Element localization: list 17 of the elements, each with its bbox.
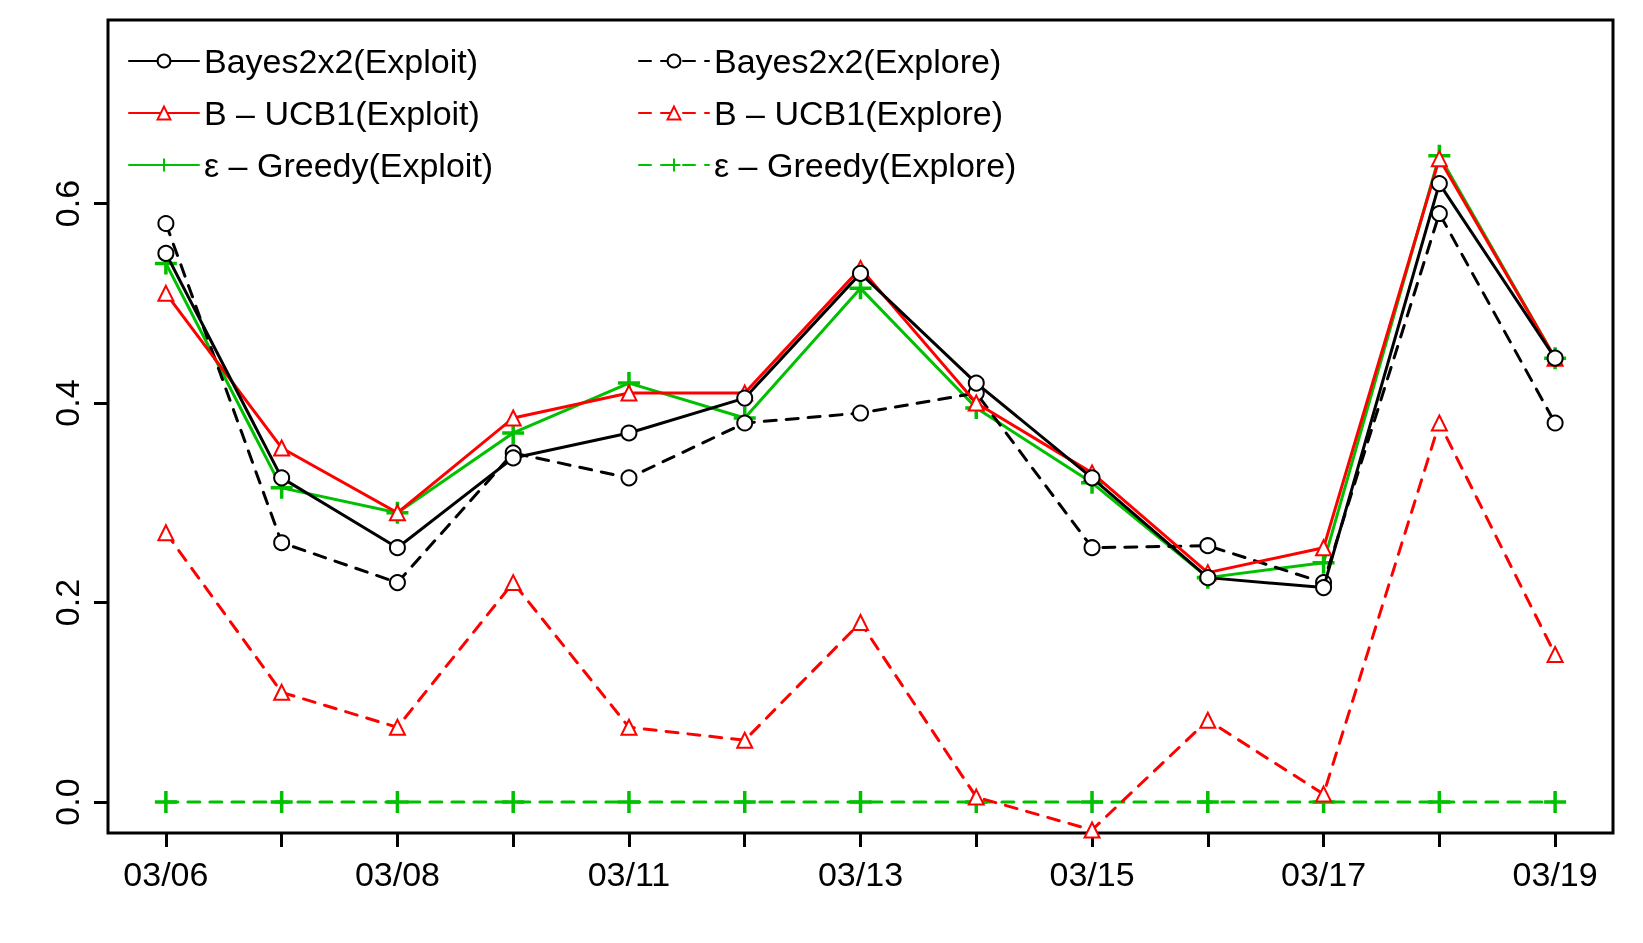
x-tick-label: 03/08 [354, 855, 440, 893]
x-tick-label: 03/06 [123, 855, 209, 893]
y-tick-label: 0.0 [48, 778, 86, 826]
y-tick-label: 0.4 [48, 379, 86, 427]
legend-label: ε – Greedy(Explore) [714, 146, 1017, 184]
legend-label: ε – Greedy(Exploit) [204, 146, 494, 184]
x-tick-label: 03/17 [1281, 855, 1367, 893]
x-tick-label: 03/15 [1049, 855, 1135, 893]
legend-label: Bayes2x2(Exploit) [204, 42, 479, 80]
legend-label: B – UCB1(Exploit) [204, 94, 480, 132]
legend-label: B – UCB1(Explore) [714, 94, 1004, 132]
x-tick-label: 03/13 [817, 855, 904, 893]
legend-label: Bayes2x2(Explore) [714, 42, 1002, 80]
y-tick-label: 0.2 [48, 578, 86, 627]
x-tick-label: 03/19 [1512, 855, 1598, 893]
y-tick-label: 0.6 [48, 179, 86, 228]
x-tick-label: 03/11 [587, 855, 671, 893]
